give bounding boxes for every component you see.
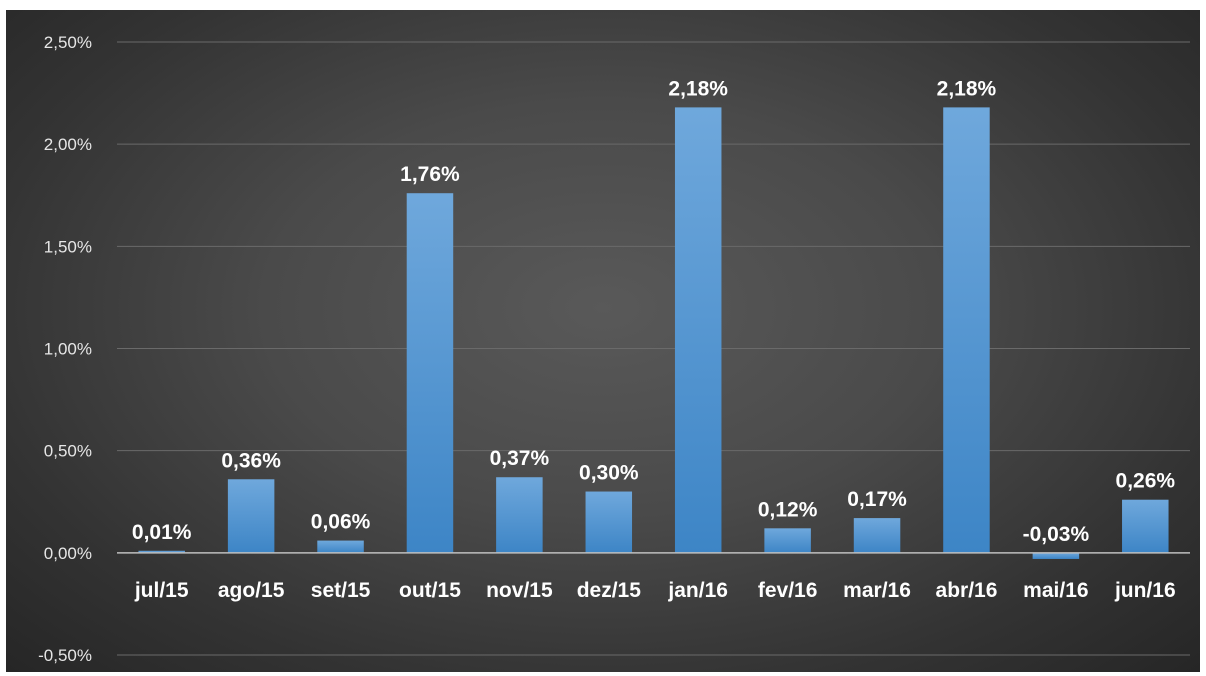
data-labels: 0,01% 0,36% 0,06% 1,76% 0,37% 0,30% 2,18% 0,12%… xyxy=(132,77,1175,545)
bar xyxy=(1032,552,1080,559)
x-category-label: mai/16 xyxy=(1023,579,1088,602)
x-category-label: fev/16 xyxy=(758,579,818,602)
bar xyxy=(943,107,990,553)
bar xyxy=(227,479,275,553)
data-label: -0,03% xyxy=(1023,523,1090,546)
data-label: 1,76% xyxy=(400,163,460,186)
bar xyxy=(764,528,811,553)
x-category-label: set/15 xyxy=(311,579,371,602)
data-label: 0,12% xyxy=(758,498,818,521)
x-category-label: jul/15 xyxy=(134,579,189,602)
y-tick-label: 1,00% xyxy=(44,340,92,359)
x-category-label: dez/15 xyxy=(577,579,642,602)
data-label: 2,18% xyxy=(668,77,728,100)
x-axis-category-labels: jul/15 ago/15 set/15 out/15 nov/15 dez/15 jan/… xyxy=(134,579,1176,602)
y-tick-label: -0,50% xyxy=(38,646,92,665)
y-tick-label: 2,00% xyxy=(44,135,92,154)
data-label: 0,37% xyxy=(490,447,550,470)
gridlines xyxy=(117,41,1190,656)
data-label: 0,36% xyxy=(221,449,281,472)
y-tick-label: 0,00% xyxy=(44,544,92,563)
data-label: 0,30% xyxy=(579,462,639,485)
bar xyxy=(853,518,901,553)
x-category-label: nov/15 xyxy=(486,579,553,602)
bar xyxy=(317,540,364,553)
bar xyxy=(585,491,633,553)
x-category-label: mar/16 xyxy=(843,579,911,602)
x-category-label: jan/16 xyxy=(667,579,728,602)
bars xyxy=(138,107,1169,559)
x-category-label: abr/16 xyxy=(936,579,998,602)
bar xyxy=(406,193,454,553)
y-tick-label: 1,50% xyxy=(44,237,92,256)
y-tick-label: 2,50% xyxy=(44,33,92,52)
data-label: 0,17% xyxy=(847,488,907,511)
y-axis-tick-labels: -0,50% 0,00% 0,50% 1,00% 1,50% 2,00% 2,50% xyxy=(38,33,92,665)
chart-area xyxy=(6,10,1200,672)
bar xyxy=(496,477,543,553)
data-label: 0,01% xyxy=(132,521,192,544)
y-tick-label: 0,50% xyxy=(44,442,92,461)
data-label: 2,18% xyxy=(937,77,997,100)
x-category-label: ago/15 xyxy=(218,579,285,602)
x-category-label: out/15 xyxy=(399,579,461,602)
bar xyxy=(138,550,185,553)
x-category-label: jun/16 xyxy=(1114,579,1176,602)
data-label: 0,06% xyxy=(311,511,371,534)
data-label: 0,26% xyxy=(1116,470,1176,493)
bar xyxy=(1122,499,1169,553)
bar xyxy=(674,107,722,553)
